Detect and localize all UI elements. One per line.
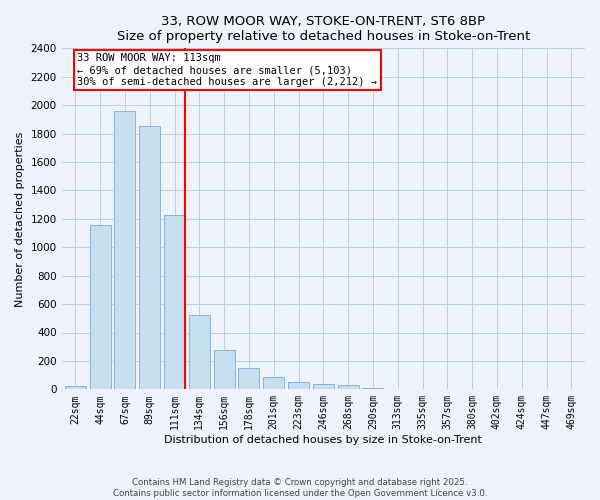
Bar <box>139 126 160 390</box>
Bar <box>387 388 408 390</box>
Bar <box>164 214 185 390</box>
Bar <box>89 224 110 390</box>
Text: Contains HM Land Registry data © Crown copyright and database right 2025.
Contai: Contains HM Land Registry data © Crown c… <box>113 478 487 498</box>
Title: 33, ROW MOOR WAY, STOKE-ON-TRENT, ST6 8BP
Size of property relative to detached : 33, ROW MOOR WAY, STOKE-ON-TRENT, ST6 8B… <box>117 15 530 43</box>
Bar <box>65 386 86 390</box>
Bar <box>115 111 136 390</box>
Bar <box>288 382 309 390</box>
X-axis label: Distribution of detached houses by size in Stoke-on-Trent: Distribution of detached houses by size … <box>164 435 482 445</box>
Text: 33 ROW MOOR WAY: 113sqm
← 69% of detached houses are smaller (5,103)
30% of semi: 33 ROW MOOR WAY: 113sqm ← 69% of detache… <box>77 54 377 86</box>
Bar <box>238 368 259 390</box>
Bar <box>362 388 383 390</box>
Bar <box>338 385 359 390</box>
Bar <box>189 316 210 390</box>
Y-axis label: Number of detached properties: Number of detached properties <box>15 131 25 306</box>
Bar <box>263 378 284 390</box>
Bar <box>214 350 235 390</box>
Bar <box>313 384 334 390</box>
